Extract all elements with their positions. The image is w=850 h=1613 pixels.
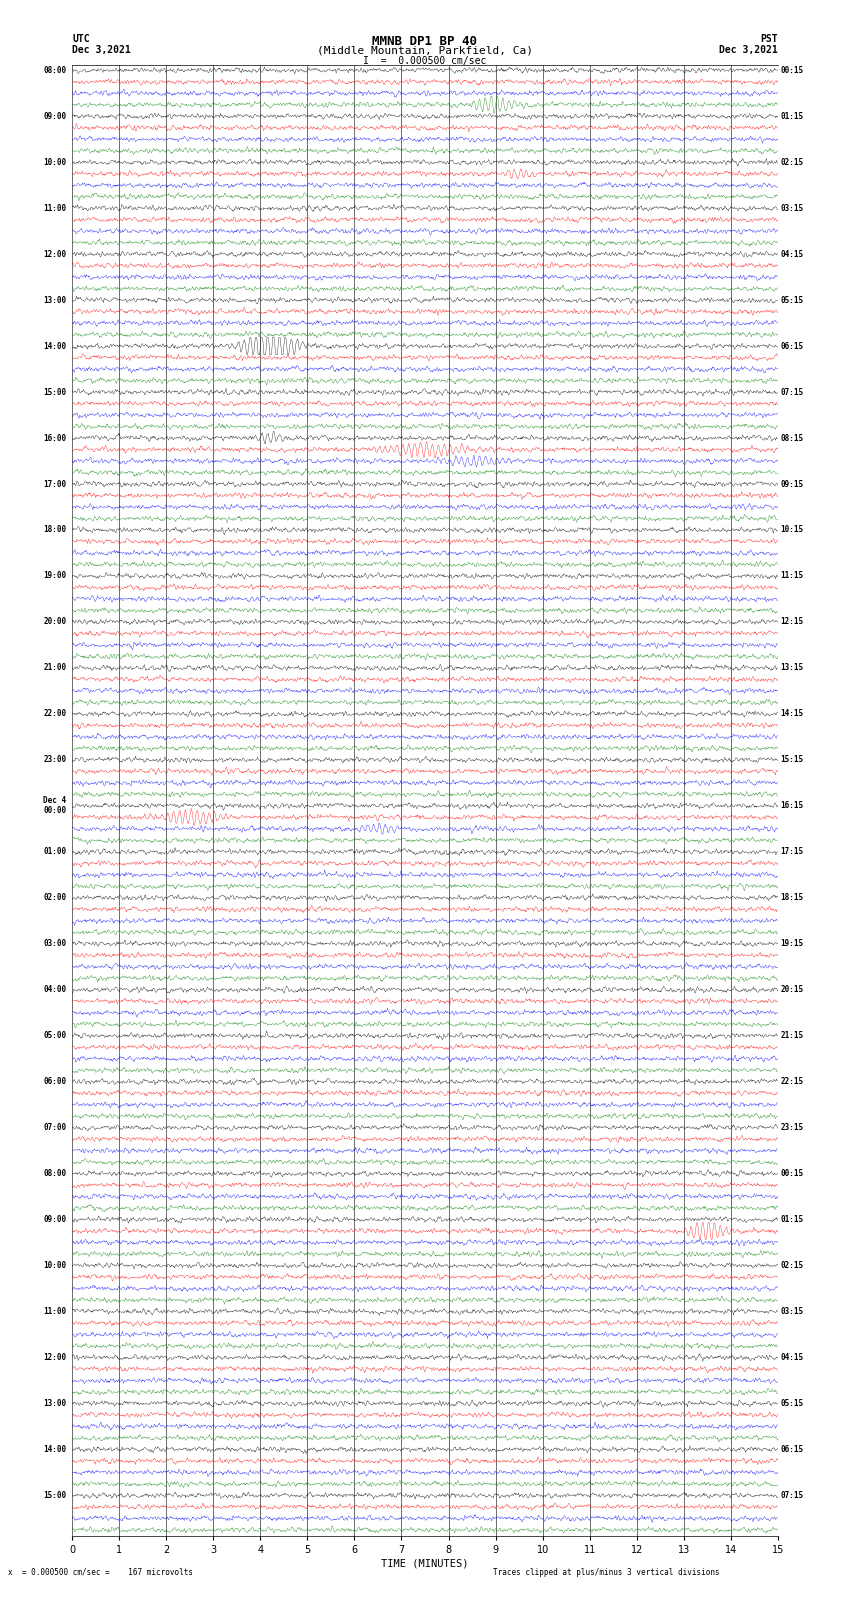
Text: 22:00: 22:00 [43, 710, 66, 718]
Text: 13:00: 13:00 [43, 295, 66, 305]
Text: 07:15: 07:15 [780, 387, 804, 397]
Text: 14:15: 14:15 [780, 710, 804, 718]
Text: 14:00: 14:00 [43, 1445, 66, 1453]
Text: PST: PST [760, 34, 778, 44]
Text: 06:15: 06:15 [780, 342, 804, 350]
Text: 08:00: 08:00 [43, 1169, 66, 1177]
Text: 13:00: 13:00 [43, 1398, 66, 1408]
Text: 02:00: 02:00 [43, 894, 66, 902]
Text: 15:00: 15:00 [43, 1490, 66, 1500]
Text: 23:00: 23:00 [43, 755, 66, 765]
Text: 08:00: 08:00 [43, 66, 66, 74]
Text: 03:15: 03:15 [780, 1307, 804, 1316]
Text: 19:15: 19:15 [780, 939, 804, 948]
Text: 15:15: 15:15 [780, 755, 804, 765]
Text: x  = 0.000500 cm/sec =    167 microvolts: x = 0.000500 cm/sec = 167 microvolts [8, 1568, 194, 1578]
Text: 07:00: 07:00 [43, 1123, 66, 1132]
Text: 18:15: 18:15 [780, 894, 804, 902]
Text: 21:00: 21:00 [43, 663, 66, 673]
Text: 10:00: 10:00 [43, 158, 66, 166]
Text: MMNB DP1 BP 40: MMNB DP1 BP 40 [372, 35, 478, 48]
Text: 06:15: 06:15 [780, 1445, 804, 1453]
Text: 18:00: 18:00 [43, 526, 66, 534]
Text: 19:00: 19:00 [43, 571, 66, 581]
Text: 12:15: 12:15 [780, 618, 804, 626]
Text: (Middle Mountain, Parkfield, Ca): (Middle Mountain, Parkfield, Ca) [317, 45, 533, 55]
Text: 17:00: 17:00 [43, 479, 66, 489]
Text: 01:15: 01:15 [780, 1215, 804, 1224]
Text: 14:00: 14:00 [43, 342, 66, 350]
Text: 02:15: 02:15 [780, 158, 804, 166]
Text: 07:15: 07:15 [780, 1490, 804, 1500]
Text: Traces clipped at plus/minus 3 vertical divisions: Traces clipped at plus/minus 3 vertical … [493, 1568, 720, 1578]
Text: 20:00: 20:00 [43, 618, 66, 626]
Text: 11:00: 11:00 [43, 1307, 66, 1316]
Text: Dec 3,2021: Dec 3,2021 [719, 45, 778, 55]
Text: 09:15: 09:15 [780, 479, 804, 489]
Text: I  =  0.000500 cm/sec: I = 0.000500 cm/sec [363, 56, 487, 66]
Text: 05:00: 05:00 [43, 1031, 66, 1040]
Text: Dec 3,2021: Dec 3,2021 [72, 45, 131, 55]
Text: 03:00: 03:00 [43, 939, 66, 948]
Text: 06:00: 06:00 [43, 1077, 66, 1086]
Text: Dec 4
00:00: Dec 4 00:00 [43, 797, 66, 816]
Text: 12:00: 12:00 [43, 250, 66, 258]
Text: 02:15: 02:15 [780, 1261, 804, 1269]
Text: 04:00: 04:00 [43, 986, 66, 994]
Text: 11:15: 11:15 [780, 571, 804, 581]
Text: UTC: UTC [72, 34, 90, 44]
Text: 10:00: 10:00 [43, 1261, 66, 1269]
Text: 23:15: 23:15 [780, 1123, 804, 1132]
X-axis label: TIME (MINUTES): TIME (MINUTES) [382, 1558, 468, 1569]
Text: 12:00: 12:00 [43, 1353, 66, 1361]
Text: 16:00: 16:00 [43, 434, 66, 442]
Text: 22:15: 22:15 [780, 1077, 804, 1086]
Text: 05:15: 05:15 [780, 295, 804, 305]
Text: 04:15: 04:15 [780, 1353, 804, 1361]
Text: 09:00: 09:00 [43, 1215, 66, 1224]
Text: 21:15: 21:15 [780, 1031, 804, 1040]
Text: 20:15: 20:15 [780, 986, 804, 994]
Text: 01:00: 01:00 [43, 847, 66, 857]
Text: 10:15: 10:15 [780, 526, 804, 534]
Text: 05:15: 05:15 [780, 1398, 804, 1408]
Text: 03:15: 03:15 [780, 203, 804, 213]
Text: 11:00: 11:00 [43, 203, 66, 213]
Text: 15:00: 15:00 [43, 387, 66, 397]
Text: 08:15: 08:15 [780, 434, 804, 442]
Text: 16:15: 16:15 [780, 802, 804, 810]
Text: 01:15: 01:15 [780, 111, 804, 121]
Text: 13:15: 13:15 [780, 663, 804, 673]
Text: 04:15: 04:15 [780, 250, 804, 258]
Text: 17:15: 17:15 [780, 847, 804, 857]
Text: 00:15: 00:15 [780, 1169, 804, 1177]
Text: 00:15: 00:15 [780, 66, 804, 74]
Text: 09:00: 09:00 [43, 111, 66, 121]
